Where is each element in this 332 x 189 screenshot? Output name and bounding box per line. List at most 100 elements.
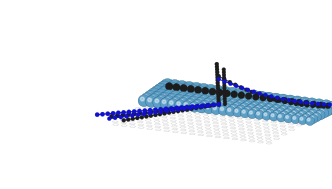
Circle shape [260, 94, 266, 101]
Circle shape [177, 92, 190, 105]
Circle shape [237, 91, 250, 105]
Circle shape [190, 104, 195, 109]
Circle shape [285, 110, 288, 114]
Circle shape [169, 96, 173, 100]
Circle shape [249, 111, 252, 114]
Circle shape [223, 95, 236, 108]
Circle shape [185, 108, 189, 112]
Circle shape [257, 102, 268, 114]
Circle shape [310, 111, 313, 114]
Circle shape [178, 89, 183, 94]
Circle shape [240, 86, 244, 90]
Circle shape [232, 93, 237, 98]
Circle shape [220, 107, 223, 111]
Circle shape [191, 94, 204, 106]
Circle shape [208, 98, 212, 102]
Circle shape [213, 97, 225, 109]
Circle shape [106, 112, 110, 116]
Circle shape [182, 92, 187, 97]
Circle shape [276, 108, 286, 118]
Circle shape [278, 100, 290, 112]
Circle shape [309, 115, 318, 123]
Circle shape [264, 95, 269, 99]
Circle shape [279, 105, 290, 116]
Circle shape [304, 101, 308, 105]
Circle shape [217, 77, 221, 81]
Circle shape [295, 99, 307, 112]
Circle shape [209, 93, 222, 106]
Circle shape [208, 104, 212, 108]
Circle shape [266, 105, 270, 109]
Circle shape [203, 90, 208, 94]
Circle shape [271, 104, 282, 115]
Circle shape [217, 102, 221, 106]
Circle shape [282, 113, 285, 116]
Circle shape [299, 112, 302, 115]
Circle shape [205, 100, 209, 104]
Circle shape [305, 98, 318, 111]
Circle shape [300, 108, 311, 118]
Circle shape [217, 102, 221, 106]
Circle shape [276, 99, 280, 103]
Circle shape [240, 108, 250, 118]
Circle shape [280, 111, 289, 120]
Circle shape [211, 103, 215, 107]
Circle shape [241, 95, 254, 108]
Circle shape [151, 91, 164, 104]
Circle shape [200, 100, 211, 111]
Circle shape [156, 81, 172, 96]
Circle shape [297, 102, 301, 106]
Circle shape [222, 90, 236, 104]
Circle shape [281, 97, 285, 101]
Circle shape [183, 87, 197, 101]
Circle shape [287, 98, 291, 102]
Circle shape [171, 108, 175, 112]
Circle shape [216, 84, 220, 88]
Circle shape [324, 103, 332, 115]
Circle shape [312, 112, 321, 122]
Circle shape [263, 108, 266, 111]
Circle shape [277, 113, 286, 122]
Circle shape [172, 110, 176, 114]
Circle shape [176, 108, 181, 112]
Circle shape [177, 84, 182, 89]
Circle shape [269, 94, 273, 98]
Circle shape [289, 114, 292, 116]
Circle shape [222, 78, 226, 82]
Circle shape [132, 112, 136, 116]
Circle shape [115, 113, 120, 118]
Circle shape [183, 106, 187, 110]
Circle shape [239, 94, 244, 99]
Circle shape [318, 102, 324, 108]
Circle shape [311, 116, 313, 119]
Circle shape [317, 102, 329, 114]
Circle shape [212, 103, 216, 107]
Circle shape [170, 101, 173, 105]
Circle shape [193, 86, 208, 100]
Circle shape [270, 108, 274, 112]
Circle shape [175, 91, 179, 96]
Circle shape [223, 102, 227, 106]
Circle shape [246, 104, 257, 114]
Circle shape [147, 93, 151, 97]
Circle shape [212, 91, 225, 105]
Circle shape [185, 85, 190, 90]
Circle shape [153, 113, 157, 117]
Circle shape [206, 88, 211, 92]
Circle shape [154, 94, 158, 98]
Circle shape [162, 100, 166, 104]
Circle shape [175, 86, 190, 101]
Circle shape [160, 98, 171, 109]
Circle shape [328, 103, 332, 107]
Circle shape [186, 95, 191, 99]
Circle shape [179, 94, 183, 98]
Circle shape [165, 88, 179, 101]
Circle shape [215, 75, 219, 79]
Circle shape [189, 101, 200, 112]
Circle shape [168, 90, 172, 95]
Circle shape [311, 107, 322, 117]
Circle shape [316, 102, 320, 106]
Circle shape [316, 107, 320, 110]
Circle shape [214, 94, 219, 98]
Circle shape [267, 101, 279, 113]
